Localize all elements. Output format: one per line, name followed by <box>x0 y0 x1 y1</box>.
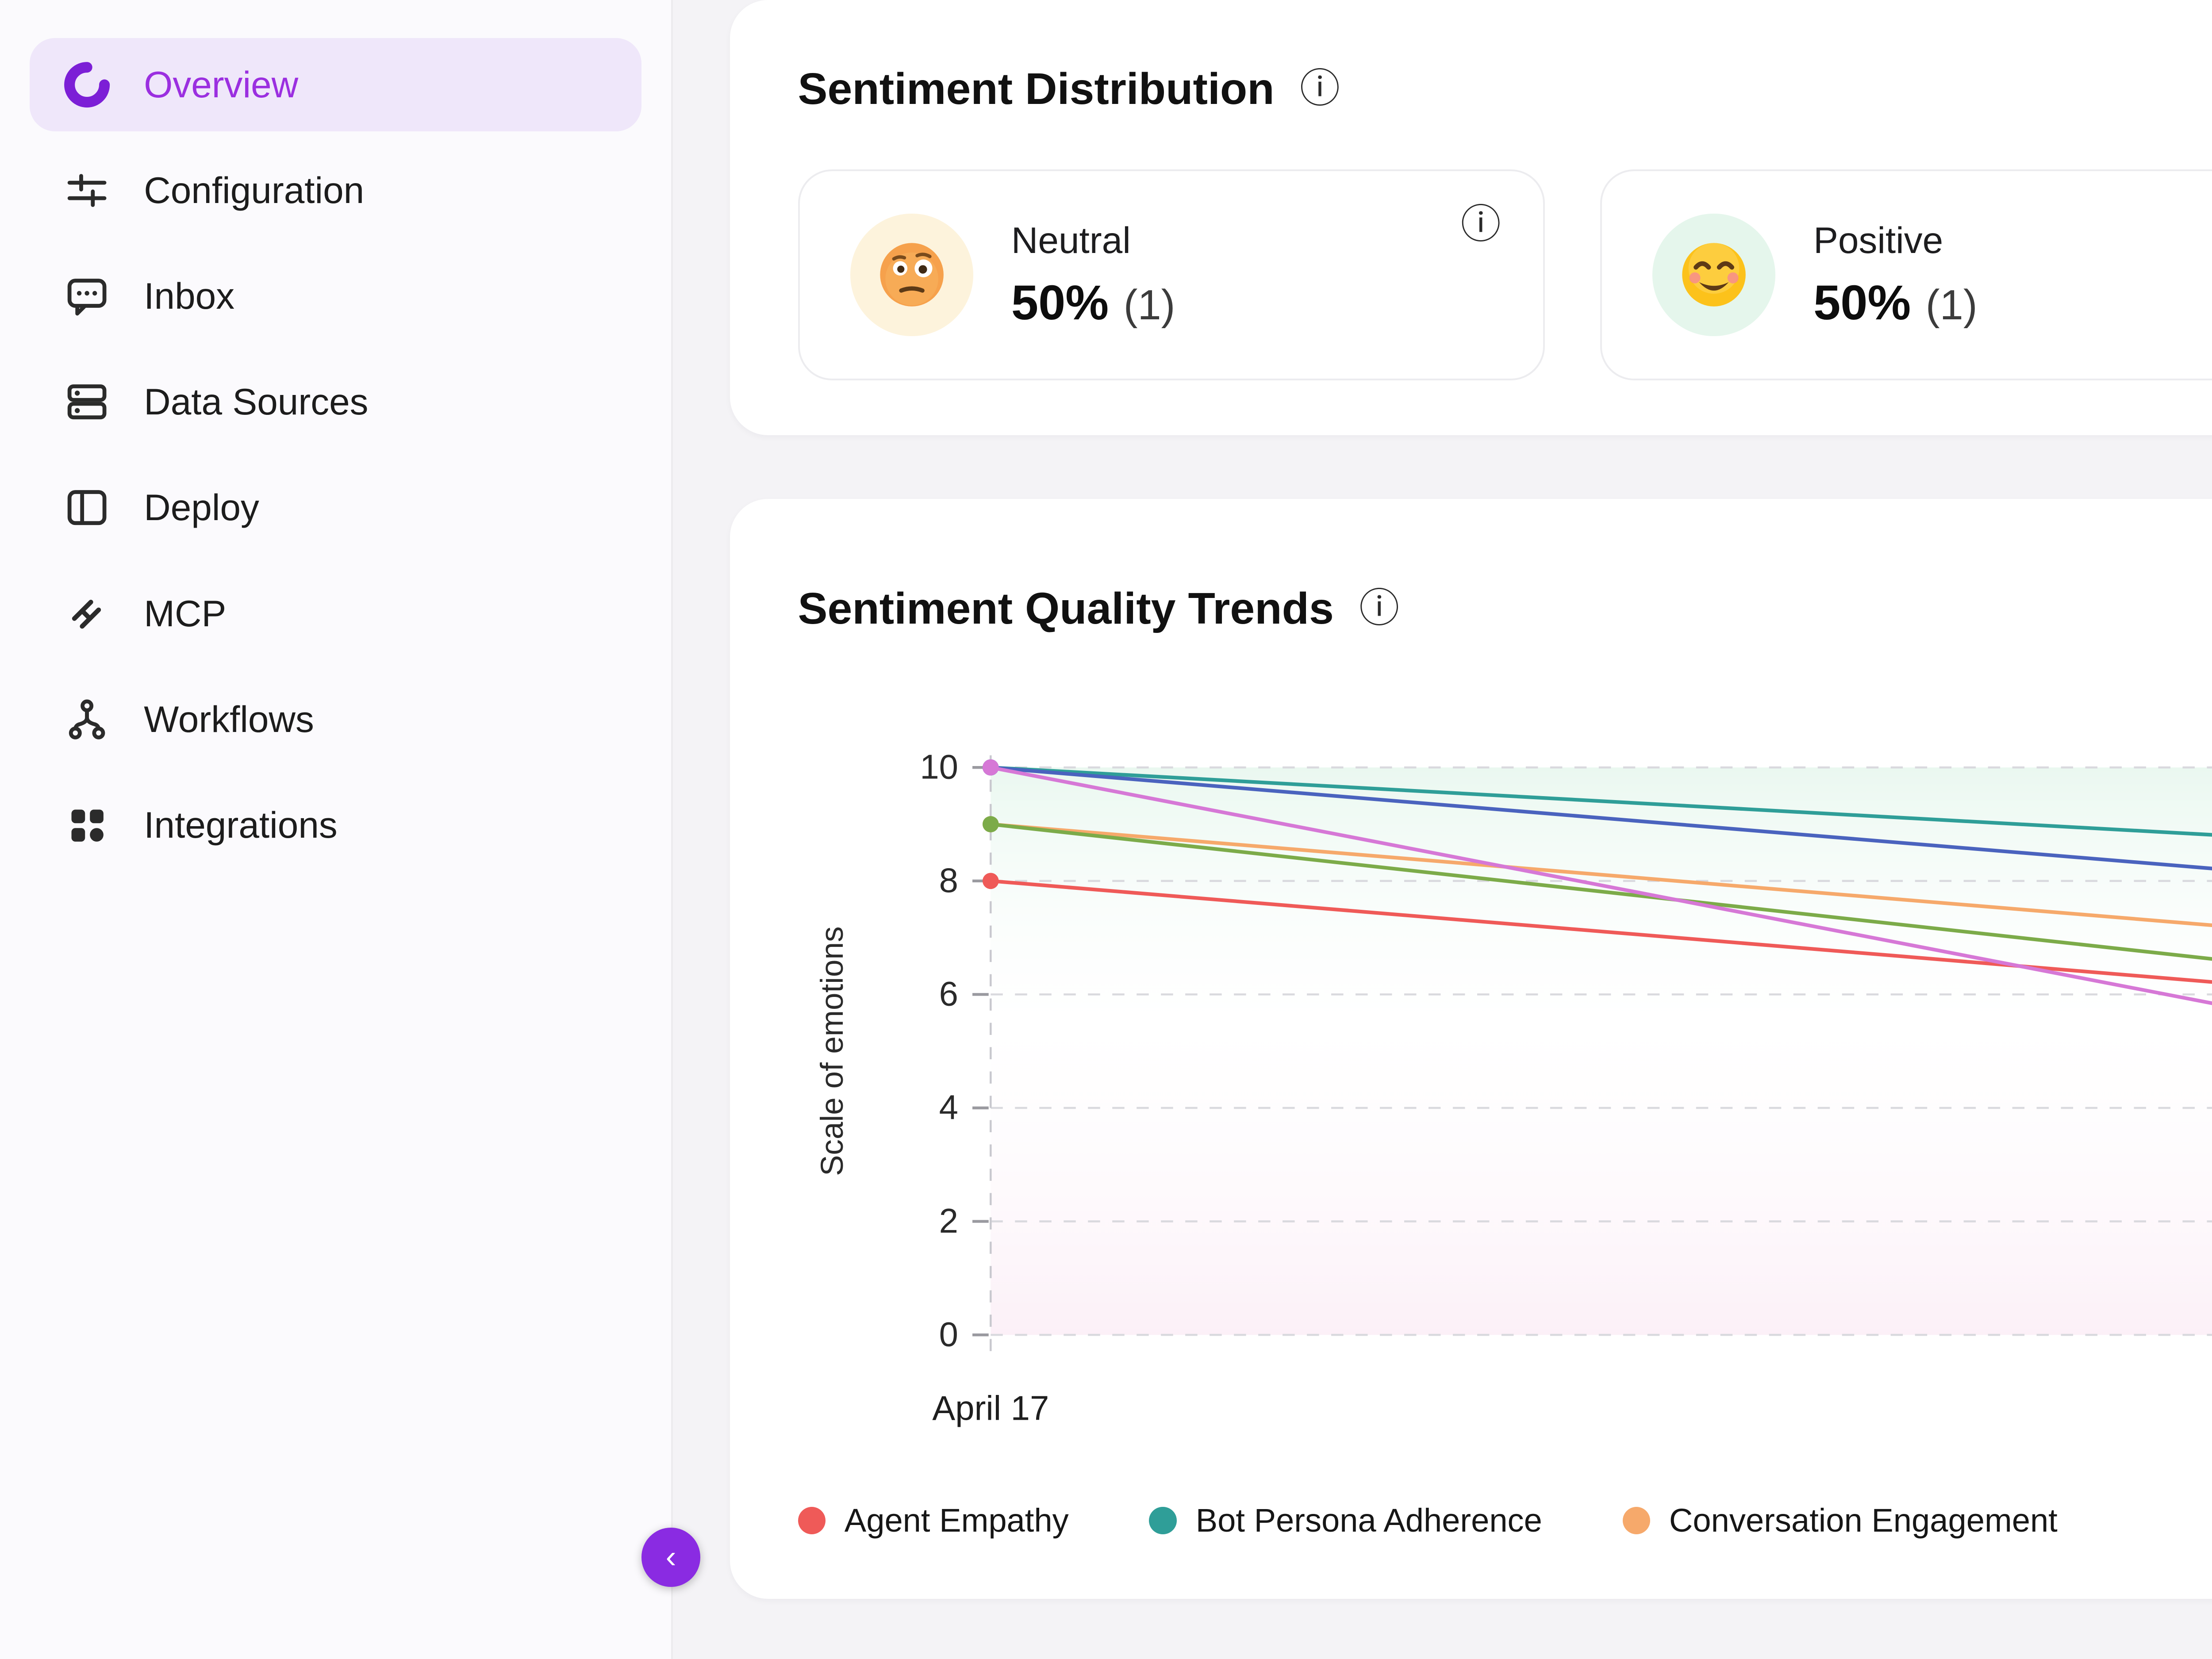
sidebar-item-data-sources[interactable]: Data Sources <box>30 356 641 448</box>
sentiment-distribution-title: Sentiment Distribution <box>798 64 1275 114</box>
mcp-icon <box>64 590 110 637</box>
configuration-icon <box>64 167 110 214</box>
sidebar-item-label: Data Sources <box>144 381 369 423</box>
stat-label: Positive <box>1813 219 1943 261</box>
stat-value: 50% (1) <box>1813 275 1978 330</box>
deploy-icon <box>64 484 110 531</box>
svg-text:8: 8 <box>939 861 958 900</box>
svg-text:April 17: April 17 <box>932 1389 1049 1428</box>
stat-value: 50% (1) <box>1011 275 1175 330</box>
legend-dot <box>798 1506 826 1535</box>
stat-card-neutral: Neutral 50% (1) ⓘ <box>798 169 1545 380</box>
workflows-icon <box>64 696 110 743</box>
stat-label: Neutral <box>1011 219 1131 261</box>
sidebar-item-configuration[interactable]: Configuration <box>30 144 641 237</box>
sidebar-item-label: Configuration <box>144 169 365 211</box>
main-content: Sentiment Distribution ⓘ <box>673 0 2212 1659</box>
sidebar-item-overview[interactable]: Overview <box>29 38 642 131</box>
stat-count: (1) <box>1123 281 1175 329</box>
sidebar-collapse-button[interactable]: ‹ <box>641 1528 701 1587</box>
sidebar-item-integrations[interactable]: Integrations <box>30 778 641 871</box>
smiling-face-icon <box>1652 213 1775 337</box>
integrations-icon <box>64 802 110 848</box>
legend-item-bot-persona-adherence[interactable]: Bot Persona Adherence <box>1149 1502 1542 1539</box>
overview-icon <box>64 61 110 108</box>
info-icon[interactable]: ⓘ <box>1300 66 1340 111</box>
svg-text:0: 0 <box>939 1315 958 1354</box>
stat-card-positive: Positive 50%(1) ⓘ <box>1600 169 2212 380</box>
info-icon[interactable]: ⓘ <box>1460 202 1501 247</box>
inbox-icon <box>64 273 110 319</box>
sentiment-quality-trends-title: Sentiment Quality Trends <box>798 584 1334 633</box>
sidebar-item-label: MCP <box>144 592 227 634</box>
sidebar-item-label: Inbox <box>144 275 235 317</box>
legend-label: Bot Persona Adherence <box>1195 1502 1542 1539</box>
sidebar-item-workflows[interactable]: Workflows <box>30 673 641 766</box>
sidebar: Overview Configuration Inbox Data Source… <box>0 0 673 1659</box>
svg-text:10: 10 <box>920 747 958 786</box>
stat-count: (1) <box>1925 281 1978 329</box>
sidebar-item-label: Integrations <box>144 804 338 846</box>
chart-legend: Agent Empathy Bot Persona Adherence Conv… <box>798 1502 2212 1539</box>
data-sources-icon <box>64 379 110 425</box>
svg-text:2: 2 <box>939 1201 958 1240</box>
legend-item-conversation-engagement[interactable]: Conversation Engagement <box>1622 1502 2058 1539</box>
legend-item-agent-empathy[interactable]: Agent Empathy <box>798 1502 1069 1539</box>
sidebar-item-label: Workflows <box>144 698 314 740</box>
legend-dot <box>1622 1506 1650 1535</box>
sentiment-stat-row: Neutral 50% (1) ⓘ <box>798 169 2212 380</box>
sidebar-item-inbox[interactable]: Inbox <box>30 249 641 342</box>
svg-text:4: 4 <box>939 1088 958 1126</box>
sentiment-quality-trends-card: Sentiment Quality Trends ⓘ Daily Weekly … <box>730 498 2212 1599</box>
sidebar-item-label: Overview <box>144 63 299 105</box>
sidebar-item-deploy[interactable]: Deploy <box>30 461 641 554</box>
sidebar-item-label: Deploy <box>144 487 259 529</box>
confused-face-icon <box>850 213 973 337</box>
svg-text:Scale of emotions: Scale of emotions <box>814 927 849 1176</box>
legend-dot <box>1149 1506 1177 1535</box>
legend-label: Agent Empathy <box>844 1502 1069 1539</box>
legend-label: Conversation Engagement <box>1669 1502 2058 1539</box>
sidebar-item-mcp[interactable]: MCP <box>30 567 641 660</box>
svg-text:6: 6 <box>939 974 958 1013</box>
sentiment-distribution-card: Sentiment Distribution ⓘ <box>730 0 2212 436</box>
info-icon[interactable]: ⓘ <box>1359 586 1400 631</box>
